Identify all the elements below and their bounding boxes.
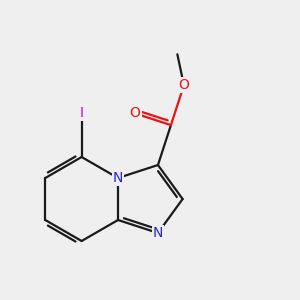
Text: I: I [80, 106, 84, 120]
Text: O: O [178, 78, 189, 92]
Text: O: O [130, 106, 140, 120]
Text: N: N [153, 226, 163, 240]
Text: N: N [113, 171, 123, 185]
